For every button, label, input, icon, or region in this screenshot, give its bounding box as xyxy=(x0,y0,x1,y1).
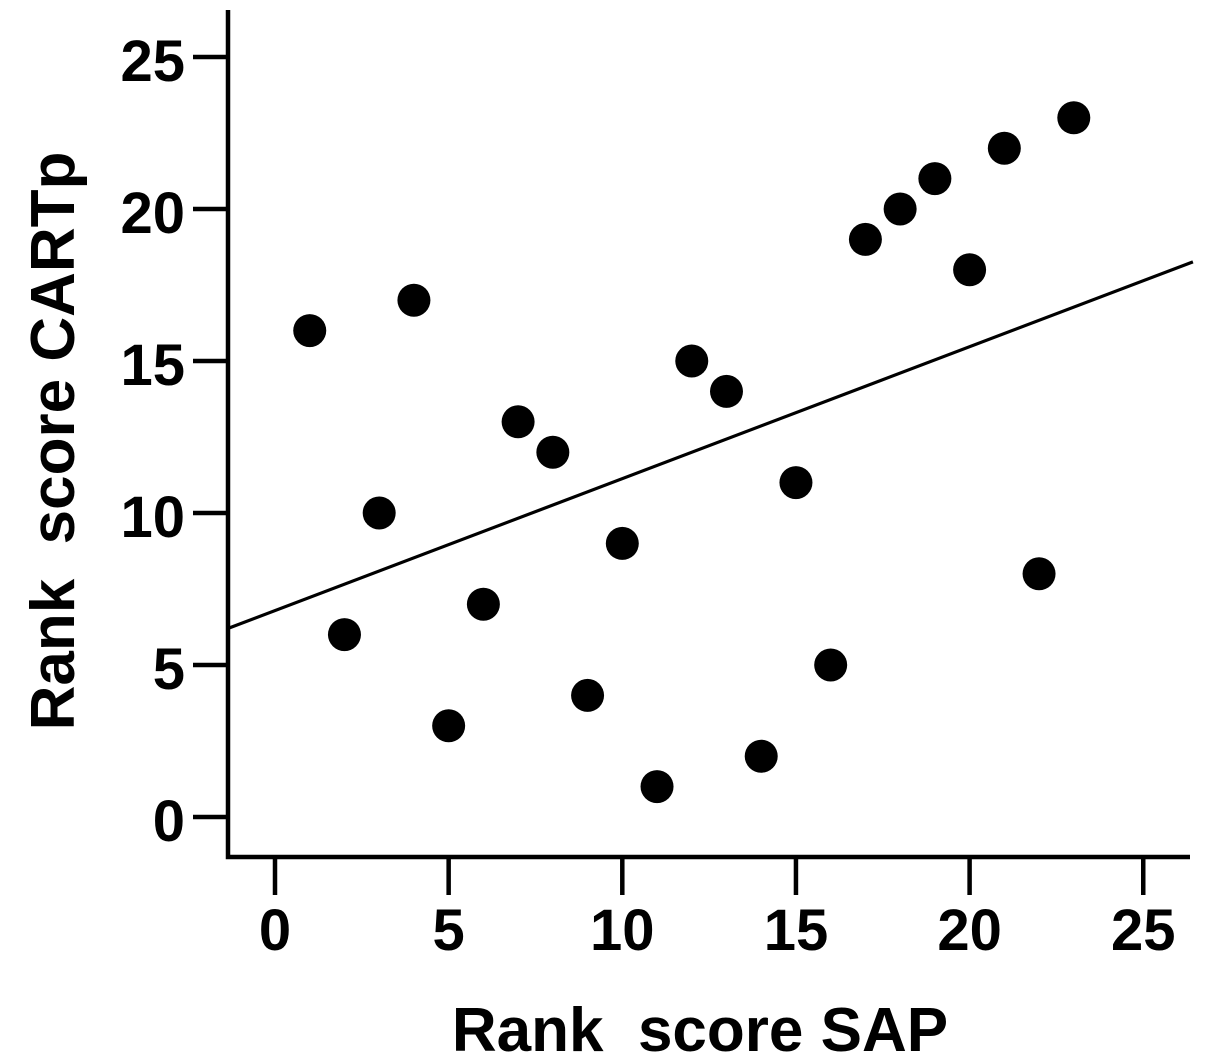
y-axis-title: Rank score CARTp xyxy=(19,151,88,731)
y-tick-label: 10 xyxy=(120,485,185,550)
data-point xyxy=(536,435,570,469)
data-point xyxy=(466,587,500,621)
data-point xyxy=(848,222,882,256)
data-point xyxy=(640,770,674,804)
data-point xyxy=(675,344,709,378)
data-point xyxy=(779,466,813,500)
x-tick-label: 0 xyxy=(259,898,291,963)
data-point xyxy=(605,526,639,560)
x-tick-label: 10 xyxy=(590,898,655,963)
data-point xyxy=(1022,557,1056,591)
data-point xyxy=(362,496,396,530)
data-point xyxy=(814,648,848,682)
y-tick-label: 15 xyxy=(120,333,185,398)
data-point xyxy=(571,678,605,712)
data-point xyxy=(397,283,431,317)
y-tick-label: 5 xyxy=(153,637,185,702)
data-point xyxy=(744,739,778,773)
data-point xyxy=(918,162,952,196)
regression-line xyxy=(227,260,1194,630)
data-point xyxy=(293,314,327,348)
x-tick-label: 25 xyxy=(1111,898,1176,963)
data-point xyxy=(432,709,466,743)
data-point xyxy=(883,192,917,226)
data-point xyxy=(501,405,535,439)
x-tick-label: 5 xyxy=(433,898,465,963)
y-tick-label: 20 xyxy=(120,181,185,246)
data-point xyxy=(953,253,987,287)
y-tick-label: 0 xyxy=(153,789,185,854)
data-point xyxy=(987,131,1021,165)
x-tick-label: 20 xyxy=(937,898,1002,963)
y-tick-label: 25 xyxy=(120,29,185,94)
axis-frame xyxy=(225,10,1190,860)
x-tick-label: 15 xyxy=(764,898,829,963)
data-point xyxy=(1057,101,1091,135)
data-point xyxy=(327,618,361,652)
x-axis-title: Rank score SAP xyxy=(451,996,949,1064)
data-point xyxy=(709,374,743,408)
